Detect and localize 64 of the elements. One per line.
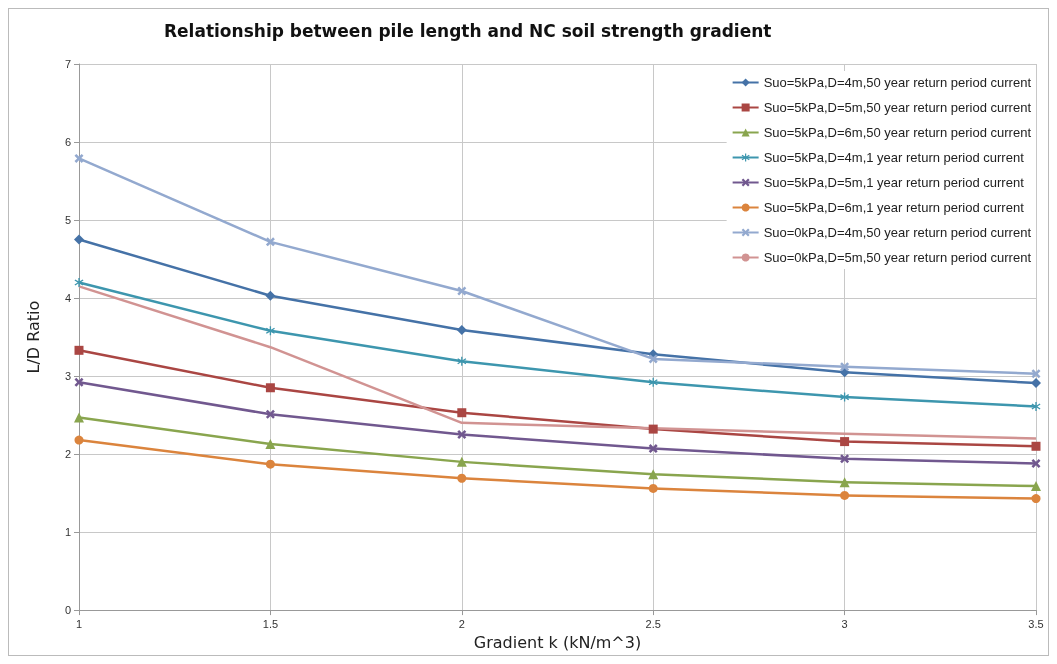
- x-axis-title: Gradient k (kN/m^3): [473, 632, 642, 652]
- y-tick-label: 1: [64, 526, 71, 539]
- y-tick-label: 4: [64, 292, 71, 305]
- legend-label: Suo=5kPa,D=5m,1 year return period current: [763, 175, 1025, 190]
- point: [74, 277, 84, 287]
- x-tick-label: 2.5: [645, 617, 661, 630]
- point: [457, 430, 467, 440]
- point: [648, 424, 658, 434]
- point: [840, 437, 850, 447]
- legend-label: Suo=0kPa,D=5m,50 year return period current: [763, 250, 1032, 265]
- legend-label: Suo=5kPa,D=6m,1 year return period current: [763, 200, 1025, 215]
- point: [265, 438, 276, 449]
- chart-title: Relationship between pile length and NC soil strength gradient: [164, 20, 772, 41]
- y-tick-label: 5: [64, 214, 71, 227]
- legend-label: Suo=5kPa,D=6m,50 year return period current: [763, 125, 1032, 140]
- y-tick-label: 2: [64, 448, 71, 461]
- point: [456, 325, 467, 336]
- point: [1031, 441, 1041, 451]
- point: [648, 444, 658, 454]
- point: [74, 153, 84, 163]
- point: [839, 477, 850, 488]
- point: [840, 490, 850, 500]
- x-tick-label: 1.5: [262, 617, 279, 630]
- point: [840, 392, 850, 402]
- point: [265, 459, 275, 469]
- point: [648, 469, 659, 480]
- x-tick-label: 1: [75, 617, 83, 630]
- point: [840, 362, 850, 372]
- point: [74, 345, 84, 355]
- point: [1031, 378, 1041, 389]
- point: [1031, 369, 1041, 379]
- y-tick-label: 3: [64, 370, 71, 383]
- legend-label: Suo=0kPa,D=4m,50 year return period current: [763, 225, 1032, 240]
- point: [265, 237, 275, 247]
- point: [456, 456, 467, 467]
- point: [457, 473, 467, 483]
- point: [265, 326, 275, 336]
- point: [74, 412, 84, 423]
- point: [265, 290, 276, 301]
- legend-label: Suo=5kPa,D=4m,50 year return period current: [763, 75, 1032, 90]
- x-tick-label: 2: [458, 617, 465, 630]
- point: [1031, 494, 1041, 504]
- x-tick-label: 3: [841, 617, 848, 630]
- point: [648, 354, 658, 364]
- x-tick-label: 3.5: [1028, 617, 1044, 630]
- point: [74, 234, 84, 245]
- point: [265, 383, 275, 393]
- y-tick-label: 7: [64, 58, 71, 70]
- point: [265, 409, 275, 419]
- point: [840, 454, 850, 464]
- point: [1031, 401, 1041, 411]
- point: [1031, 458, 1041, 468]
- point: [457, 408, 467, 418]
- y-axis-title: L/D Ratio: [23, 300, 43, 374]
- legend-label: Suo=5kPa,D=4m,1 year return period current: [763, 150, 1025, 165]
- point: [457, 356, 467, 366]
- point: [74, 377, 84, 387]
- y-tick-label: 6: [64, 136, 71, 149]
- legend-label: Suo=5kPa,D=5m,50 year return period current: [763, 100, 1032, 115]
- point: [648, 483, 658, 493]
- y-tick-label: 0: [64, 604, 71, 617]
- point: [1031, 481, 1041, 492]
- point: [74, 435, 84, 445]
- point: [457, 286, 467, 296]
